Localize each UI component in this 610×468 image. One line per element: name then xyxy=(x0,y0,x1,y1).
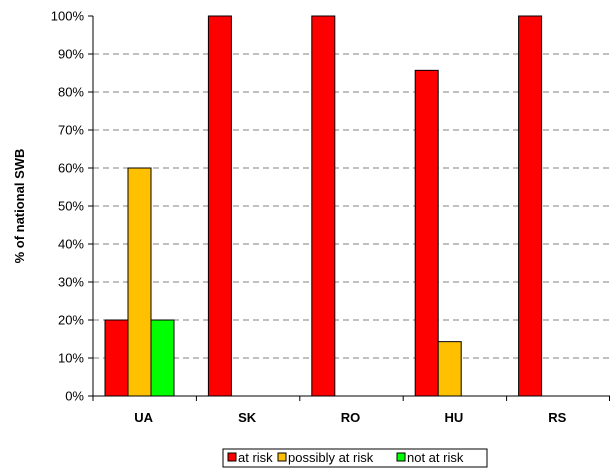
legend-box xyxy=(222,448,488,468)
x-category-label: UA xyxy=(134,410,153,425)
legend: at risk possibly at risk not at risk xyxy=(222,448,488,468)
legend-label: possibly at risk xyxy=(288,450,374,465)
y-tick-label: 60% xyxy=(58,161,84,176)
bar-at-risk-ro xyxy=(311,15,336,397)
axes xyxy=(88,15,610,401)
x-category-label: HU xyxy=(445,410,464,425)
y-tick-label: 0% xyxy=(65,389,84,404)
bar-not-at-risk-ua xyxy=(150,319,175,397)
y-tick-label: 90% xyxy=(58,47,84,62)
y-tick-label: 70% xyxy=(58,123,84,138)
bar-possibly-at-risk-ua xyxy=(127,167,152,397)
x-category-label: SK xyxy=(238,410,257,425)
bar-at-risk-rs xyxy=(518,15,543,397)
bars xyxy=(104,15,543,397)
legend-swatch xyxy=(227,452,237,462)
x-category-label: RO xyxy=(341,410,361,425)
bar-at-risk-ua xyxy=(104,319,129,397)
y-tick-labels: 0% 10% 20% 30% 40% 50% 60% 70% 80% 90% 100% xyxy=(51,9,85,404)
x-category-labels: UA SK RO HU RS xyxy=(134,410,566,425)
y-tick-label: 100% xyxy=(51,9,85,24)
bar-at-risk-hu xyxy=(414,69,439,397)
y-tick-label: 80% xyxy=(58,85,84,100)
legend-swatch xyxy=(277,452,287,462)
y-tick-label: 30% xyxy=(58,275,84,290)
bar-possibly-at-risk-hu xyxy=(437,341,462,397)
y-tick-label: 40% xyxy=(58,237,84,252)
x-category-label: RS xyxy=(548,410,566,425)
legend-label: not at risk xyxy=(407,450,464,465)
y-tick-label: 50% xyxy=(58,199,84,214)
bar-at-risk-sk xyxy=(207,15,232,397)
y-tick-label: 10% xyxy=(58,351,84,366)
y-axis-title: % of national SWB xyxy=(12,149,27,264)
legend-label: at risk xyxy=(238,450,273,465)
y-tick-label: 20% xyxy=(58,313,84,328)
legend-swatch xyxy=(396,452,406,462)
